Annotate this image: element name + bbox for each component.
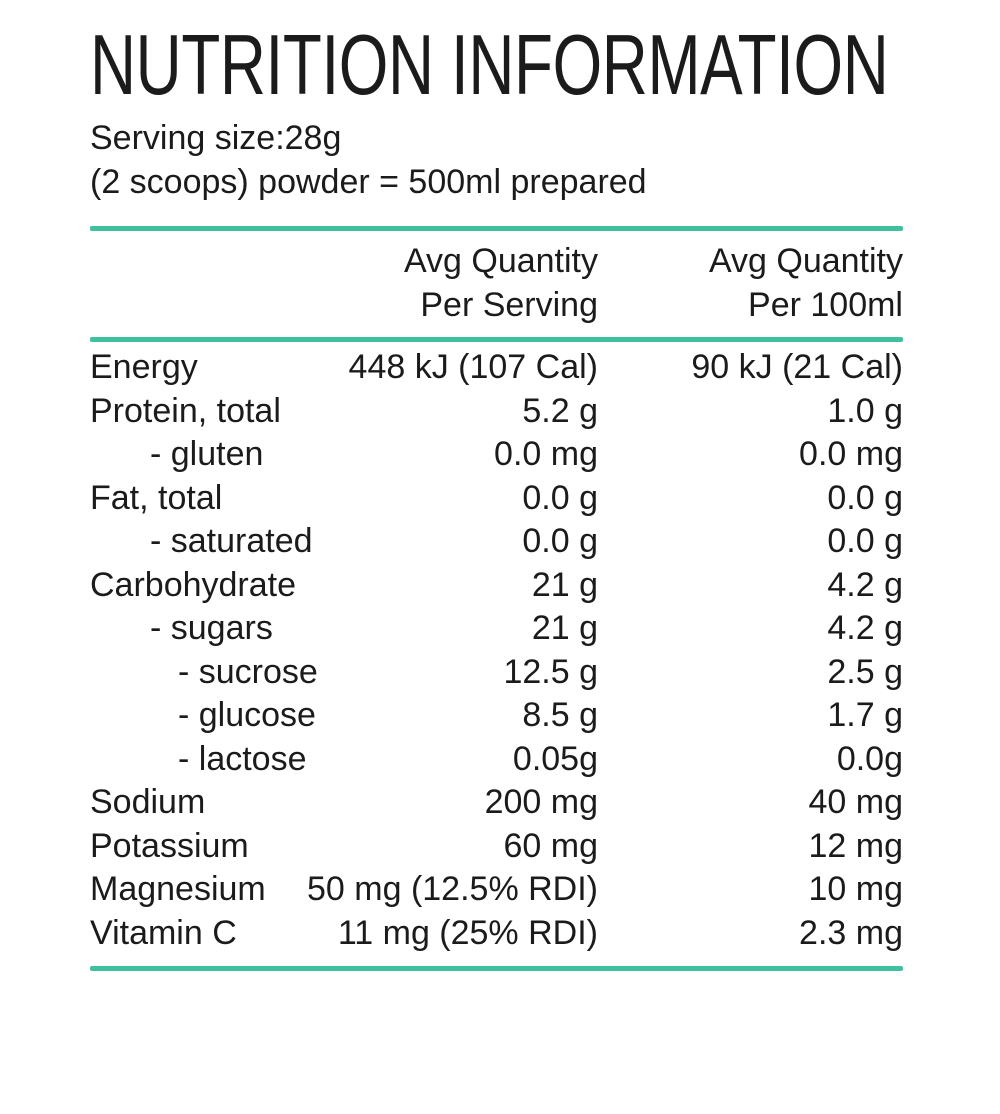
row-label: - sucrose [178, 652, 318, 691]
row-label: - lactose [178, 739, 307, 778]
table-row: Protein, total 5.2 g 1.0 g [90, 390, 903, 434]
divider-top [90, 226, 903, 231]
value-per-serving: 448 kJ (107 Cal) [348, 348, 598, 386]
row-label: - gluten [150, 435, 264, 473]
header-spacer [90, 239, 404, 327]
value-per-100ml: 40 mg [808, 783, 904, 821]
header-avg-quantity-serving: Avg Quantity [403, 242, 598, 280]
value-per-serving: 0.0 g [522, 478, 598, 517]
value-per-serving: 60 mg [503, 826, 599, 865]
row-label: - saturated [150, 522, 313, 560]
table-row: Magnesium 50 mg (12.5% RDI) 10 mg [90, 868, 903, 912]
value-per-serving: 11 mg (25% RDI) [337, 913, 598, 952]
value-per-serving: 0.0 g [522, 522, 598, 560]
row-label: Magnesium [90, 870, 266, 908]
serving-size-line: Serving size:28g [90, 119, 342, 157]
table-row: Potassium 60 mg 12 mg [90, 825, 903, 869]
value-per-100ml: 4.2 g [827, 609, 903, 647]
row-label: Vitamin C [90, 913, 237, 952]
row-label: Energy [90, 348, 198, 386]
table-header: Avg Quantity Per Serving Avg Quantity Pe… [90, 231, 903, 337]
nutrition-label: NUTRITION INFORMATION Serving size:28g (… [90, 0, 903, 971]
value-per-serving: 8.5 g [522, 696, 598, 734]
nutrition-table-body: Energy 448 kJ (107 Cal) 90 kJ (21 Cal) P… [90, 342, 903, 966]
header-per-serving: Per Serving [420, 286, 598, 324]
table-row: Carbohydrate 21 g 4.2 g [90, 564, 903, 608]
value-per-100ml: 1.7 g [827, 696, 903, 734]
value-per-100ml: 0.0 g [827, 522, 903, 560]
value-per-100ml: 90 kJ (21 Cal) [691, 348, 903, 386]
value-per-100ml: 0.0g [836, 739, 903, 778]
table-row: Vitamin C 11 mg (25% RDI) 2.3 mg [90, 912, 903, 956]
nutrition-table: Avg Quantity Per Serving Avg Quantity Pe… [90, 226, 903, 971]
divider-header [90, 337, 903, 342]
value-per-100ml: 2.5 g [827, 652, 903, 691]
divider-bottom [90, 966, 903, 971]
row-label: - glucose [178, 696, 316, 734]
serving-info: Serving size:28g (2 scoops) powder = 500… [90, 116, 903, 204]
value-per-serving: 21 g [531, 609, 598, 647]
page-title: NUTRITION INFORMATION [90, 18, 889, 113]
value-per-serving: 12.5 g [503, 652, 598, 691]
value-per-100ml: 0.0 g [827, 478, 903, 517]
value-per-serving: 5.2 g [522, 391, 598, 430]
value-per-serving: 21 g [531, 565, 598, 604]
value-per-100ml: 10 mg [808, 870, 904, 908]
table-row: - lactose 0.05g 0.0g [90, 738, 903, 782]
table-row: Energy 448 kJ (107 Cal) 90 kJ (21 Cal) [90, 346, 903, 390]
value-per-serving: 200 mg [484, 783, 598, 821]
table-row: - gluten 0.0 mg 0.0 mg [90, 433, 903, 477]
row-label: Fat, total [90, 478, 223, 517]
serving-detail-line: (2 scoops) powder = 500ml prepared [90, 163, 647, 201]
row-label: Sodium [90, 783, 206, 821]
header-col-per-100ml: Avg Quantity Per 100ml [598, 239, 903, 327]
table-row: Sodium 200 mg 40 mg [90, 781, 903, 825]
value-per-100ml: 1.0 g [827, 391, 903, 430]
row-label: Potassium [90, 826, 249, 865]
value-per-serving: 50 mg (12.5% RDI) [307, 870, 598, 908]
value-per-100ml: 12 mg [808, 826, 904, 865]
value-per-100ml: 4.2 g [827, 565, 903, 604]
table-row: - sugars 21 g 4.2 g [90, 607, 903, 651]
header-avg-quantity-100ml: Avg Quantity [708, 242, 903, 280]
row-label: - sugars [150, 609, 273, 647]
table-row: - sucrose 12.5 g 2.5 g [90, 651, 903, 695]
value-per-100ml: 0.0 mg [799, 435, 903, 473]
row-label: Carbohydrate [90, 565, 297, 604]
table-row: - glucose 8.5 g 1.7 g [90, 694, 903, 738]
header-col-per-serving: Avg Quantity Per Serving [404, 239, 598, 327]
value-per-serving: 0.0 mg [494, 435, 598, 473]
table-row: - saturated 0.0 g 0.0 g [90, 520, 903, 564]
row-label: Protein, total [90, 391, 281, 430]
value-per-100ml: 2.3 mg [799, 913, 903, 952]
header-per-100ml: Per 100ml [748, 286, 903, 324]
table-row: Fat, total 0.0 g 0.0 g [90, 477, 903, 521]
value-per-serving: 0.05g [512, 739, 598, 778]
